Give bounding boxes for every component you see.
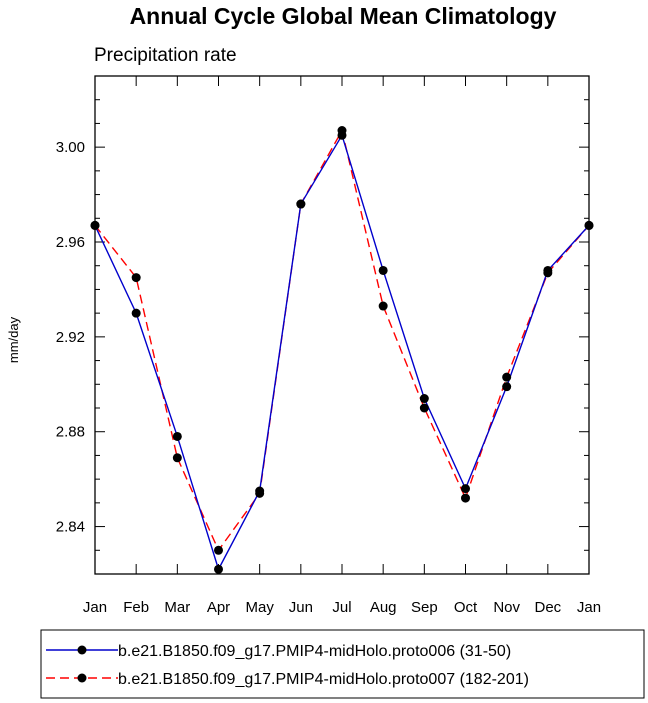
x-tick-label: Nov bbox=[493, 599, 520, 616]
data-point-series-1 bbox=[502, 382, 512, 392]
x-tick-label: Sep bbox=[411, 599, 438, 616]
x-tick-label: Jul bbox=[332, 599, 351, 616]
y-tick-label: 2.92 bbox=[56, 329, 85, 346]
data-point-series-1 bbox=[214, 564, 223, 574]
legend: b.e21.B1850.f09_g17.PMIP4-midHolo.proto0… bbox=[40, 629, 645, 699]
data-point-series-1 bbox=[131, 308, 141, 318]
series-lines bbox=[94, 128, 590, 572]
plot-frame bbox=[94, 75, 590, 575]
x-tick-label: Jun bbox=[289, 599, 313, 616]
x-tick-label: Oct bbox=[454, 599, 478, 616]
y-tick-label: 2.84 bbox=[56, 519, 85, 536]
y-axis-label: mm/day bbox=[6, 316, 21, 363]
legend-label-1: b.e21.B1850.f09_g17.PMIP4-midHolo.proto0… bbox=[118, 643, 511, 660]
data-point-series-2 bbox=[214, 545, 223, 555]
y-tick-label: 2.88 bbox=[56, 424, 85, 441]
legend-box bbox=[40, 629, 645, 699]
data-point-series-2 bbox=[255, 488, 265, 498]
data-point-series-2 bbox=[543, 268, 553, 278]
x-tick-label: Mar bbox=[164, 599, 190, 616]
data-point-series-2 bbox=[419, 403, 429, 413]
legend-marker-1 bbox=[77, 645, 87, 655]
data-point-series-2 bbox=[337, 126, 347, 136]
y-tick-label: 2.96 bbox=[56, 234, 85, 251]
axis-ticks bbox=[94, 75, 590, 575]
data-point-series-2 bbox=[296, 199, 306, 209]
x-tick-label: Feb bbox=[123, 599, 149, 616]
chart-title: Annual Cycle Global Mean Climatology bbox=[130, 3, 557, 29]
chart-subtitle: Precipitation rate bbox=[94, 45, 237, 66]
x-tick-label: Dec bbox=[534, 599, 561, 616]
data-point-series-2 bbox=[131, 273, 141, 283]
series-line-2 bbox=[94, 128, 590, 552]
data-point-series-2 bbox=[461, 493, 470, 503]
legend-marker-2 bbox=[77, 673, 87, 683]
data-point-series-2 bbox=[502, 372, 512, 382]
x-tick-label: Jan bbox=[83, 599, 107, 616]
data-point-series-1 bbox=[419, 394, 429, 404]
y-tick-labels: 2.84 2.88 2.92 2.96 3.00 bbox=[56, 139, 85, 535]
x-tick-labels: Jan Feb Mar Apr May Jun Jul Aug Sep Oct Nov Dec Jan bbox=[83, 599, 601, 616]
x-tick-label: Jan bbox=[577, 599, 601, 616]
legend-label-2: b.e21.B1850.f09_g17.PMIP4-midHolo.proto0… bbox=[118, 671, 529, 688]
data-point-series-1 bbox=[378, 265, 388, 275]
x-tick-label: Aug bbox=[370, 599, 397, 616]
y-tick-label: 3.00 bbox=[56, 139, 85, 156]
x-tick-label: Apr bbox=[207, 599, 230, 616]
data-point-series-2 bbox=[172, 453, 182, 463]
data-point-series-1 bbox=[461, 484, 470, 494]
data-point-series-1 bbox=[172, 431, 182, 441]
data-point-series-2 bbox=[378, 301, 388, 311]
x-tick-label: May bbox=[245, 599, 274, 616]
series-line-1 bbox=[94, 133, 590, 572]
